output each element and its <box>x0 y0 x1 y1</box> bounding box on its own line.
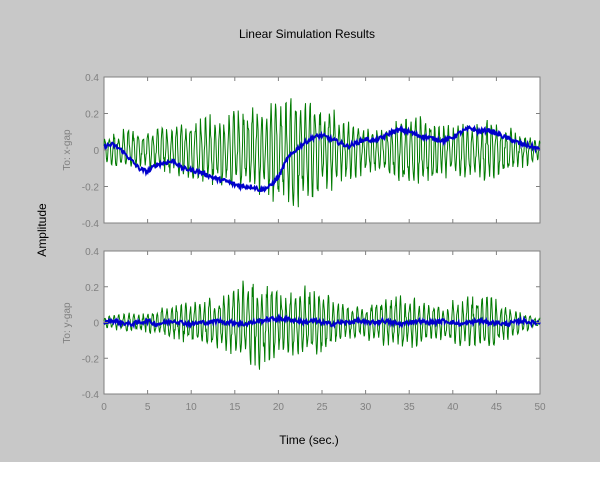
figure-window: Linear Simulation Results -0.4 -0.2 0 0.2 0.… <box>0 0 600 462</box>
x-tick-label: 30 <box>360 402 372 413</box>
y-tick-label: 0.4 <box>85 247 99 258</box>
y-tick-label: 0.2 <box>85 283 99 294</box>
x-axis-title: Time (sec.) <box>279 433 339 447</box>
x-tick-label: 10 <box>186 402 198 413</box>
chart-svg: Linear Simulation Results -0.4 -0.2 0 0.2 0.… <box>35 27 546 447</box>
y-tick-label: -0.4 <box>82 219 100 230</box>
y-tick-label: 0 <box>93 319 99 330</box>
x-tick-label: 20 <box>273 402 285 413</box>
y-tick-label: -0.4 <box>82 390 100 401</box>
chart-title: Linear Simulation Results <box>239 27 375 41</box>
x-tick-label: 35 <box>404 402 416 413</box>
input-signal-line <box>103 98 541 208</box>
y-tick-label: 0.4 <box>85 73 99 84</box>
x-tick-label: 25 <box>316 402 328 413</box>
x-tick-label: 50 <box>534 402 546 413</box>
y-tick-label: 0 <box>93 146 99 157</box>
response-signal-line <box>103 124 541 193</box>
response-signal-line <box>103 313 541 330</box>
ticks-layer: -0.4 -0.2 0 0.2 0.4 -0.4 -0.2 0 0.2 0.4 0 5 10 15 20 25… <box>82 73 546 413</box>
top-axes-panel <box>103 76 541 224</box>
y-tick-label: 0.2 <box>85 110 99 121</box>
y-tick-label: -0.2 <box>82 354 100 365</box>
x-tick-label: 45 <box>491 402 503 413</box>
y-tick-label: -0.2 <box>82 183 100 194</box>
input-signal-line <box>103 280 541 370</box>
x-tick-label: 5 <box>145 402 151 413</box>
series-layer <box>103 98 541 370</box>
x-tick-label: 40 <box>447 402 459 413</box>
top-panel-label: To: x-gap <box>62 129 73 171</box>
bottom-panel-label: To: y-gap <box>62 302 73 344</box>
x-tick-label: 0 <box>101 402 107 413</box>
x-tick-label: 15 <box>229 402 241 413</box>
y-axis-title: Amplitude <box>35 203 49 257</box>
